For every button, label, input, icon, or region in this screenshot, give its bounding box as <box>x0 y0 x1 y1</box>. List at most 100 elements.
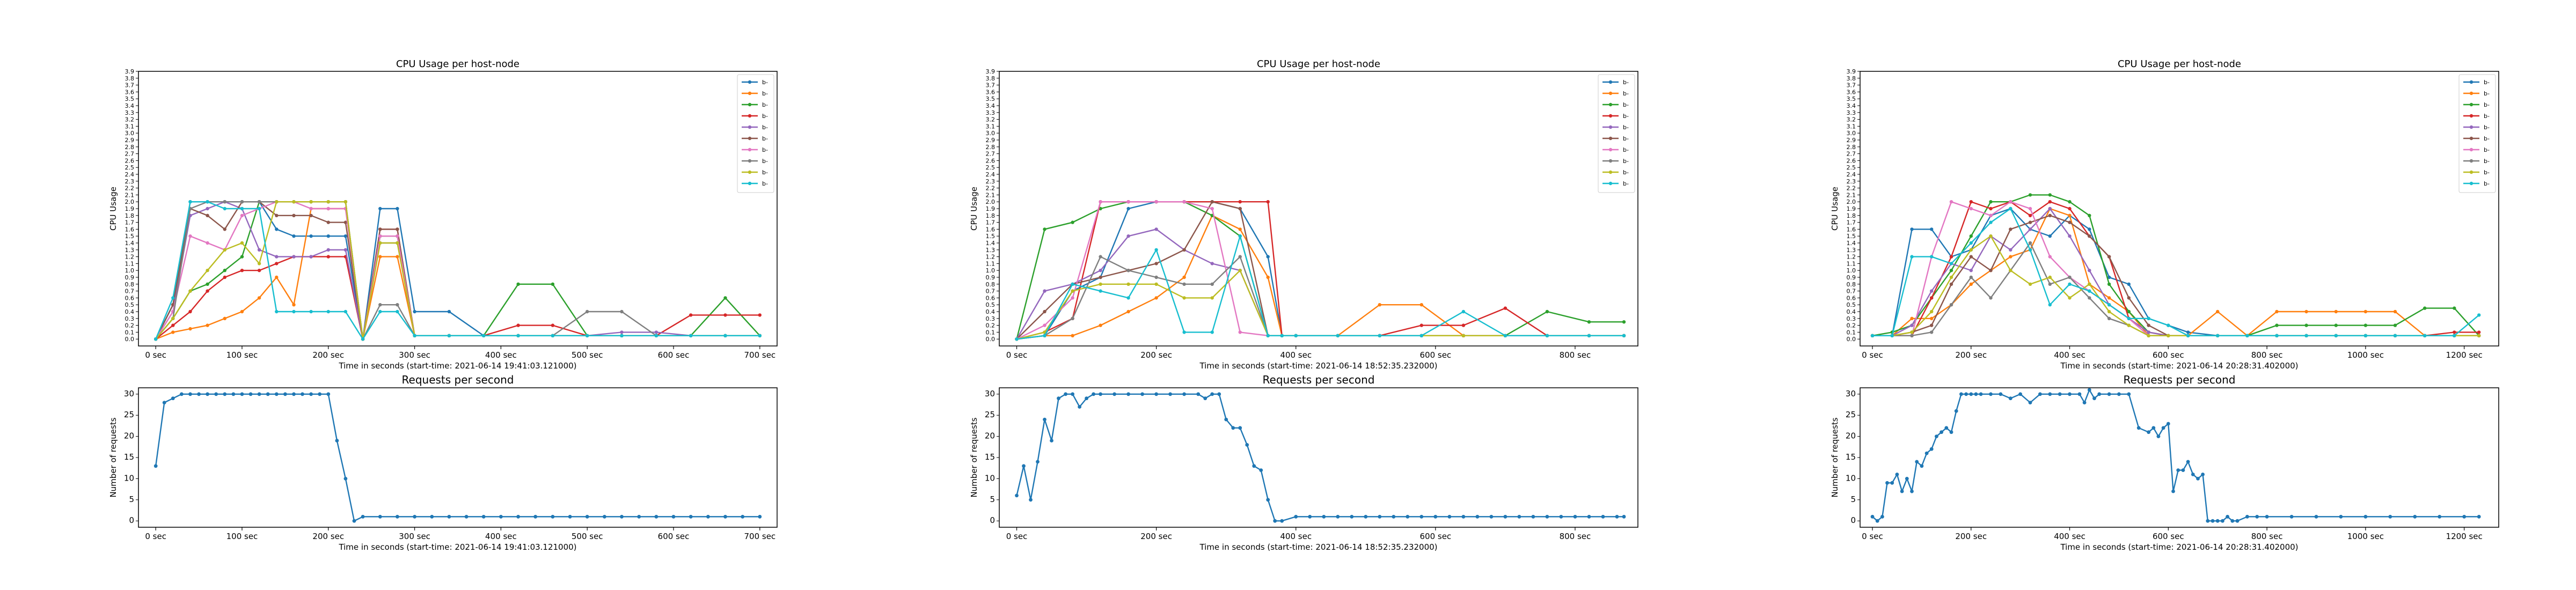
y-tick-label: 3.0 <box>125 130 135 137</box>
data-point <box>223 316 226 320</box>
data-point <box>1969 392 1973 396</box>
data-point <box>1043 417 1046 422</box>
data-point <box>2363 309 2368 314</box>
data-point <box>292 392 296 396</box>
data-point <box>223 275 226 279</box>
data-point <box>396 309 399 314</box>
data-point <box>2423 334 2427 337</box>
data-point <box>2196 477 2200 481</box>
data-point <box>335 439 339 442</box>
data-point <box>2048 200 2052 204</box>
data-point <box>2068 200 2072 204</box>
y-tick-label: 1.9 <box>125 205 135 212</box>
data-point <box>1154 282 1158 286</box>
y-tick-label: 1.6 <box>1847 226 1856 233</box>
data-point <box>275 213 279 217</box>
y-tick-label: 0.5 <box>986 301 996 308</box>
data-point <box>1930 309 1934 314</box>
y-tick-label: 2.1 <box>986 191 996 198</box>
x-tick-label: 400 sec <box>485 350 517 360</box>
data-point <box>1182 330 1186 334</box>
data-point <box>206 213 209 217</box>
legend-label: b- <box>2484 79 2490 86</box>
legend-swatch-marker <box>1608 125 1613 129</box>
data-point <box>1378 514 1382 519</box>
y-tick-label: 2.9 <box>125 137 135 144</box>
data-point <box>1989 213 1993 217</box>
y-tick-label: 25 <box>985 410 995 419</box>
data-point <box>1989 206 1993 211</box>
y-tick-label: 2.3 <box>1847 178 1856 185</box>
data-point <box>1126 392 1131 396</box>
legend-swatch-marker <box>1608 102 1613 107</box>
data-point <box>343 477 348 481</box>
data-point <box>1238 227 1242 231</box>
data-point <box>309 206 313 211</box>
legend-label: b- <box>1623 135 1629 142</box>
data-point <box>2477 313 2481 317</box>
data-point <box>689 313 693 317</box>
y-tick-label: 0.9 <box>986 274 996 281</box>
data-point <box>257 206 261 211</box>
data-point <box>1203 396 1208 401</box>
legend-swatch-marker <box>2469 125 2473 129</box>
legend-label: b- <box>762 169 768 176</box>
data-point <box>2088 296 2091 300</box>
data-point <box>430 514 434 519</box>
data-point <box>1587 334 1591 337</box>
data-point <box>326 200 330 204</box>
data-point <box>2206 519 2210 523</box>
data-point <box>1154 296 1158 300</box>
data-point <box>2058 392 2062 396</box>
data-point <box>1182 392 1187 396</box>
data-point <box>2477 330 2481 334</box>
y-tick-label: 30 <box>1846 389 1856 399</box>
data-point <box>1238 426 1242 430</box>
x-axis-label: Time in seconds (start-time: 2021-06-14 … <box>1199 361 1437 371</box>
data-point <box>2048 392 2052 396</box>
y-tick-label: 0.5 <box>1847 301 1856 308</box>
data-point <box>2048 282 2052 286</box>
x-tick-label: 0 sec <box>145 532 166 541</box>
data-point <box>2176 468 2180 472</box>
data-point <box>1461 514 1466 519</box>
data-point <box>2068 234 2072 238</box>
legend-swatch-marker <box>748 114 752 118</box>
data-point <box>214 392 218 396</box>
legend-swatch-marker <box>2469 114 2473 118</box>
data-point <box>2453 334 2456 337</box>
legend-label: b- <box>1623 146 1629 153</box>
data-point <box>396 227 399 231</box>
data-point <box>1182 275 1186 279</box>
cpu-usage-chart: CPU Usage per host-node 0 sec 200 sec 400 s… <box>1830 58 2499 371</box>
data-point <box>1935 434 1938 438</box>
data-point <box>1989 269 1993 272</box>
x-tick-label: 800 sec <box>2251 350 2283 360</box>
x-tick-label: 0 sec <box>1006 350 1028 360</box>
y-tick-label: 1.4 <box>986 240 996 247</box>
x-tick-label: 100 sec <box>226 350 258 360</box>
data-point <box>2167 323 2170 327</box>
data-point <box>2226 514 2229 519</box>
y-tick-label: 0.8 <box>1847 281 1856 288</box>
data-point <box>2048 275 2052 279</box>
data-point <box>447 334 451 337</box>
x-tick-label: 600 sec <box>1419 350 1451 360</box>
y-tick-label: 3.7 <box>1847 82 1856 89</box>
data-point <box>257 296 261 300</box>
data-point <box>378 255 382 259</box>
x-tick-label: 1200 sec <box>2446 532 2483 541</box>
data-point <box>1022 464 1026 468</box>
data-point <box>1071 282 1074 286</box>
data-point <box>206 269 209 272</box>
data-point <box>1979 392 1983 396</box>
data-point <box>1949 255 1953 259</box>
data-point <box>326 234 330 238</box>
data-point <box>706 514 710 519</box>
data-point <box>413 309 416 314</box>
data-point <box>1910 330 1914 334</box>
data-point <box>223 200 226 204</box>
y-tick-label: 2.4 <box>125 171 135 178</box>
data-point <box>2221 519 2224 523</box>
y-tick-label: 15 <box>1846 452 1856 462</box>
